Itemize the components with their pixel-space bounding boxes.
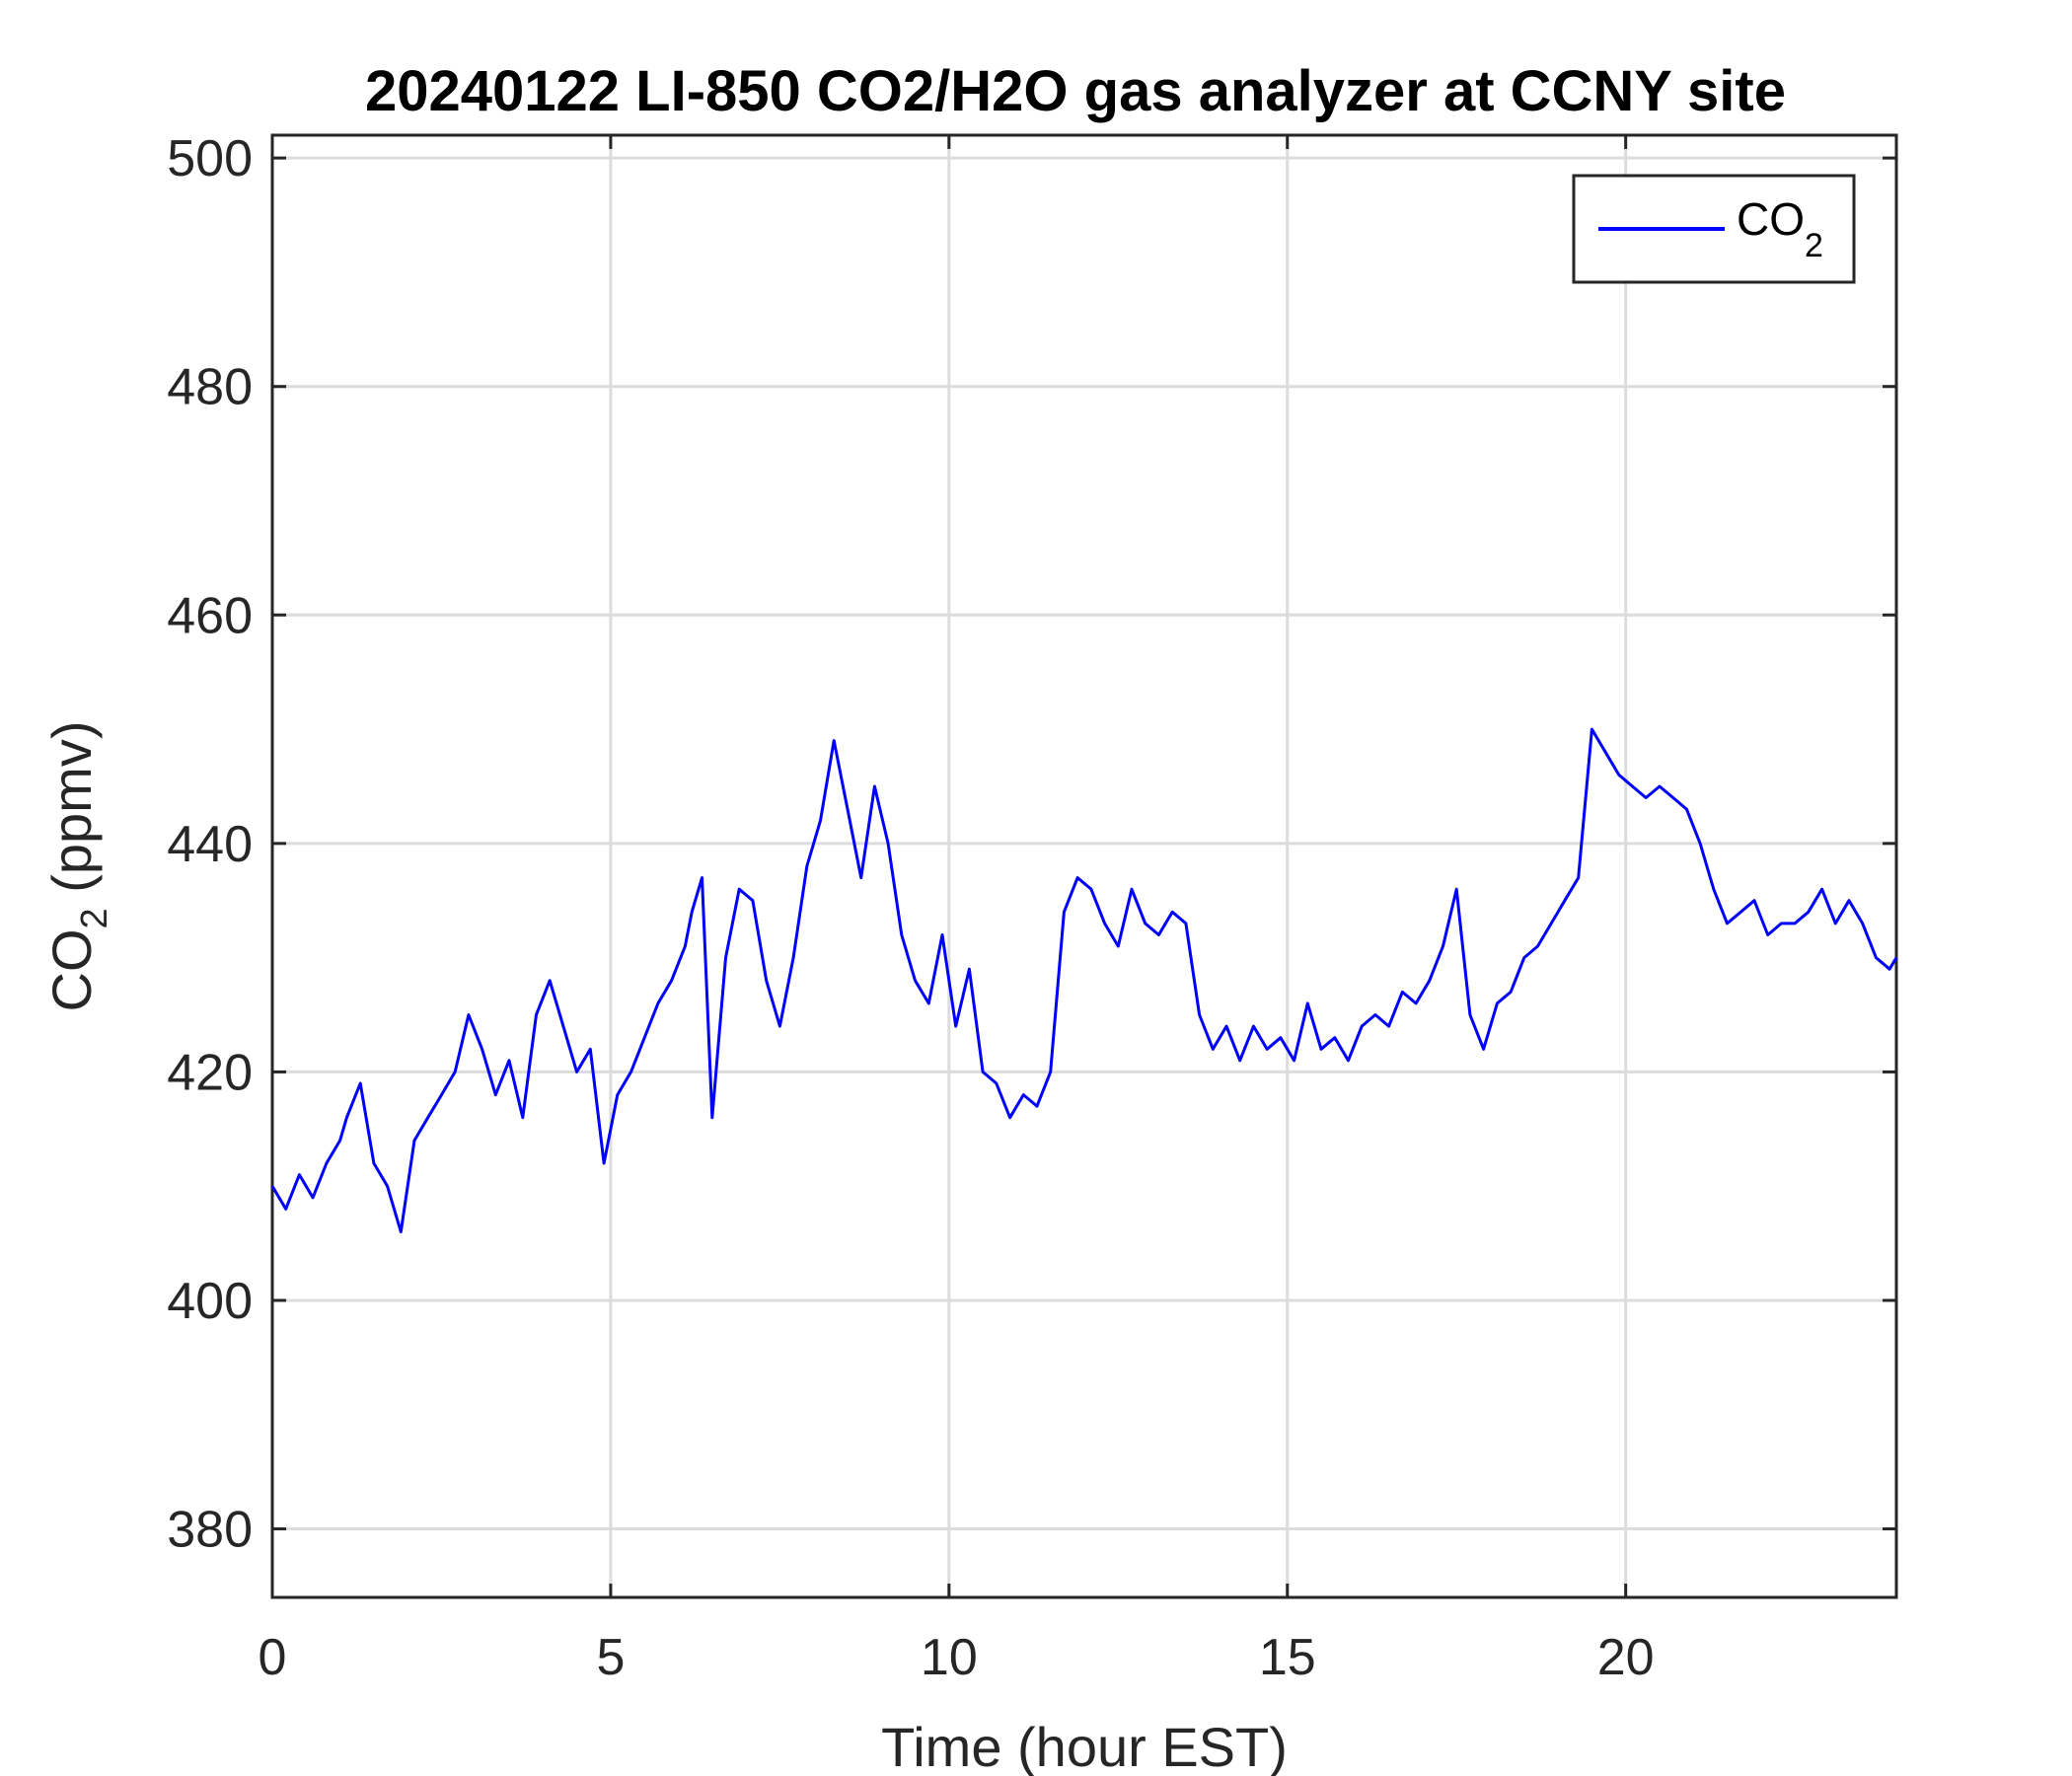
- legend-entry-co2: CO2: [1737, 193, 1823, 264]
- y-tick-label: 400: [167, 1273, 253, 1330]
- x-tick-label: 10: [921, 1629, 978, 1686]
- x-axis-label: Time (hour EST): [881, 1716, 1288, 1776]
- y-tick-label: 480: [167, 359, 253, 416]
- chart-title: 20240122 LI-850 CO2/H2O gas analyzer at …: [365, 59, 1786, 123]
- legend-entry-base: CO: [1737, 193, 1805, 245]
- y-tick-label: 440: [167, 816, 253, 873]
- y-tick-label: 420: [167, 1044, 253, 1101]
- axis-ticks: [270, 135, 1896, 1597]
- y-axis-label-rest: (ppmv): [40, 721, 103, 909]
- legend: CO2: [1572, 174, 1856, 284]
- plot-frame: [270, 133, 1898, 1599]
- y-tick-label: 380: [167, 1502, 253, 1559]
- grid-lines: [270, 135, 1896, 1597]
- legend-entry-subscript: 2: [1805, 227, 1823, 264]
- x-tick-label: 5: [596, 1629, 625, 1686]
- x-tick-label: 0: [259, 1629, 287, 1686]
- y-tick-label: 500: [167, 130, 253, 187]
- y-axis-label: CO2 (ppmv): [40, 721, 115, 1012]
- y-axis-label-subscript: 2: [74, 908, 115, 928]
- axis-tick-labels: 0 5 10 15 20 380 400 420 440 460 480 500: [167, 130, 1654, 1686]
- x-tick-label: 20: [1597, 1629, 1655, 1686]
- y-axis-label-base: CO: [40, 928, 103, 1011]
- y-tick-label: 460: [167, 587, 253, 644]
- co2-series-line: [270, 727, 1898, 1233]
- x-tick-label: 15: [1259, 1629, 1316, 1686]
